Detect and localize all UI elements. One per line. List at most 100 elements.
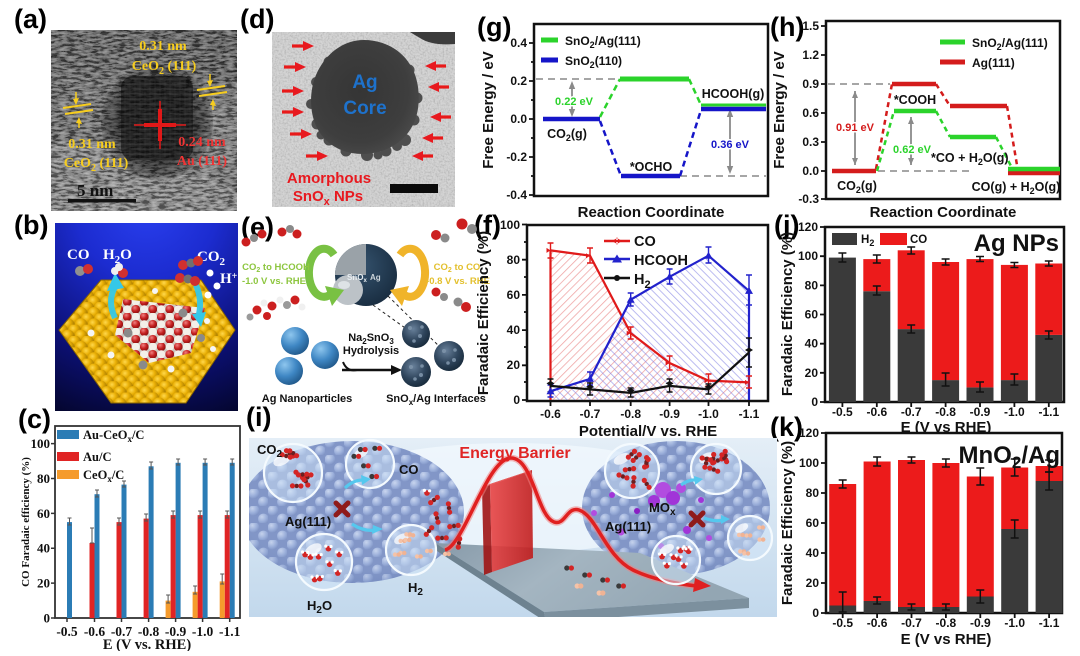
svg-text:0.36 eV: 0.36 eV: [711, 139, 750, 151]
svg-text:80: 80: [37, 471, 50, 486]
svg-text:Au-CeOx/C: Au-CeOx/C: [83, 428, 144, 444]
svg-text:40: 40: [507, 323, 521, 337]
svg-text:CO: CO: [67, 247, 90, 263]
svg-text:SnOx NPs: SnOx NPs: [293, 188, 363, 207]
svg-text:CO: CO: [399, 462, 419, 477]
svg-text:80: 80: [507, 253, 521, 267]
svg-text:Potential/V vs. RHE: Potential/V vs. RHE: [579, 423, 717, 440]
svg-text:SnO2/Ag(111): SnO2/Ag(111): [565, 34, 641, 50]
svg-text:CO: CO: [634, 234, 656, 250]
svg-text:0.91 eV: 0.91 eV: [836, 122, 875, 134]
svg-text:CeOx/C: CeOx/C: [83, 468, 124, 484]
svg-text:0.3: 0.3: [802, 135, 819, 149]
svg-text:80: 80: [806, 486, 820, 500]
svg-text:CO2: CO2: [197, 249, 226, 268]
svg-text:*CO + H2O(g): *CO + H2O(g): [931, 151, 1009, 167]
svg-text:Hydrolysis: Hydrolysis: [343, 345, 399, 357]
svg-text:Ag(111): Ag(111): [972, 56, 1015, 70]
svg-text:-0.6: -0.6: [84, 624, 106, 639]
svg-text:*OCHO: *OCHO: [630, 160, 673, 174]
svg-text:0.62 eV: 0.62 eV: [893, 144, 932, 156]
svg-text:60: 60: [805, 308, 819, 322]
svg-text:80: 80: [805, 278, 819, 292]
svg-text:1.5: 1.5: [802, 19, 819, 33]
svg-text:0.6: 0.6: [802, 106, 819, 120]
svg-text:Ag Nanoparticles: Ag Nanoparticles: [262, 393, 352, 405]
svg-text:SnO2(110): SnO2(110): [565, 54, 622, 70]
svg-text:-1.0: -1.0: [1004, 405, 1025, 419]
svg-text:Ag: Ag: [370, 273, 381, 282]
svg-text:20: 20: [805, 366, 819, 380]
svg-text:-0.8: -0.8: [620, 407, 641, 421]
svg-text:CO Faradaic efficiency (%): CO Faradaic efficiency (%): [20, 457, 32, 587]
svg-text:100: 100: [799, 456, 819, 470]
svg-text:Energy Barrier: Energy Barrier: [459, 445, 570, 462]
svg-text:Ag NPs: Ag NPs: [974, 230, 1059, 257]
svg-text:-0.4: -0.4: [506, 188, 527, 202]
svg-text:Ag(111): Ag(111): [285, 514, 331, 529]
svg-text:CeO2 (111): CeO2 (111): [64, 156, 129, 174]
svg-text:CO2(g): CO2(g): [547, 127, 587, 143]
svg-text:MOx: MOx: [649, 500, 676, 518]
svg-text:E (V vs. RHE): E (V vs. RHE): [103, 637, 192, 651]
svg-text:-0.9: -0.9: [970, 405, 991, 419]
svg-text:MnO2/Ag: MnO2/Ag: [959, 442, 1060, 472]
svg-text:0.4: 0.4: [510, 36, 527, 50]
svg-text:H2O: H2O: [307, 598, 332, 616]
svg-text:0.0: 0.0: [510, 112, 527, 126]
svg-text:-0.8: -0.8: [936, 616, 957, 630]
svg-text:-0.9: -0.9: [970, 616, 991, 630]
svg-text:-0.9: -0.9: [165, 624, 187, 639]
svg-text:120: 120: [798, 220, 818, 234]
svg-text:-1.1: -1.1: [1039, 616, 1060, 630]
svg-text:Faradaic Efficiency (%): Faradaic Efficiency (%): [779, 232, 796, 396]
svg-text:0.22 eV: 0.22 eV: [555, 96, 594, 108]
svg-text:Faradaic Efficiency (%): Faradaic Efficiency (%): [779, 441, 796, 605]
svg-text:CO2 to CO: CO2 to CO: [434, 262, 481, 274]
svg-text:0: 0: [44, 611, 51, 626]
svg-text:-0.2: -0.2: [506, 150, 527, 164]
svg-text:Faradaic Efficiency (%): Faradaic Efficiency (%): [475, 231, 492, 395]
svg-text:Amorphous: Amorphous: [287, 170, 371, 187]
svg-text:Reaction Coordinate: Reaction Coordinate: [578, 204, 725, 221]
svg-text:100: 100: [31, 436, 51, 451]
svg-text:-0.6: -0.6: [540, 407, 561, 421]
svg-text:1.2: 1.2: [802, 48, 819, 62]
svg-text:CeO2 (111): CeO2 (111): [132, 59, 197, 77]
svg-text:SnO2/Ag(111): SnO2/Ag(111): [972, 36, 1048, 52]
svg-text:Au (111): Au (111): [177, 154, 228, 169]
svg-text:-0.6: -0.6: [866, 405, 887, 419]
svg-text:CO2 to HCOOH: CO2 to HCOOH: [242, 262, 310, 274]
svg-text:Na2SnO3: Na2SnO3: [348, 332, 394, 346]
svg-text:-0.5: -0.5: [832, 405, 853, 419]
svg-text:CO2: CO2: [257, 442, 283, 460]
svg-text:-1.0 V vs. RHE: -1.0 V vs. RHE: [242, 276, 306, 287]
svg-text:-0.8 V vs. RHE: -0.8 V vs. RHE: [426, 276, 490, 287]
svg-text:HCOOH(g): HCOOH(g): [702, 87, 765, 101]
svg-text:-1.1: -1.1: [1038, 405, 1059, 419]
svg-text:-0.8: -0.8: [935, 405, 956, 419]
svg-text:20: 20: [37, 576, 50, 591]
svg-text:Ag(111): Ag(111): [605, 519, 651, 534]
svg-text:20: 20: [507, 358, 521, 372]
svg-text:0: 0: [513, 393, 520, 407]
svg-text:0.24 nm: 0.24 nm: [178, 135, 226, 150]
svg-text:CO2(g): CO2(g): [837, 179, 877, 195]
svg-text:Ag: Ag: [352, 72, 377, 93]
svg-text:Free Energy / eV: Free Energy / eV: [771, 51, 788, 169]
svg-text:40: 40: [37, 541, 50, 556]
svg-text:-1.0: -1.0: [698, 407, 719, 421]
svg-text:5 nm: 5 nm: [77, 181, 113, 200]
svg-text:-0.9: -0.9: [659, 407, 680, 421]
svg-text:120: 120: [799, 426, 819, 440]
svg-text:60: 60: [37, 506, 50, 521]
svg-text:20: 20: [806, 576, 820, 590]
svg-text:0: 0: [811, 395, 818, 409]
svg-text:100: 100: [500, 218, 520, 232]
svg-text:Free Energy / eV: Free Energy / eV: [480, 51, 497, 169]
svg-text:-0.7: -0.7: [111, 624, 133, 639]
svg-text:CO: CO: [910, 234, 927, 246]
svg-text:0.31 nm: 0.31 nm: [139, 39, 187, 54]
svg-text:100: 100: [798, 249, 818, 263]
svg-text:-1.0: -1.0: [1004, 616, 1025, 630]
